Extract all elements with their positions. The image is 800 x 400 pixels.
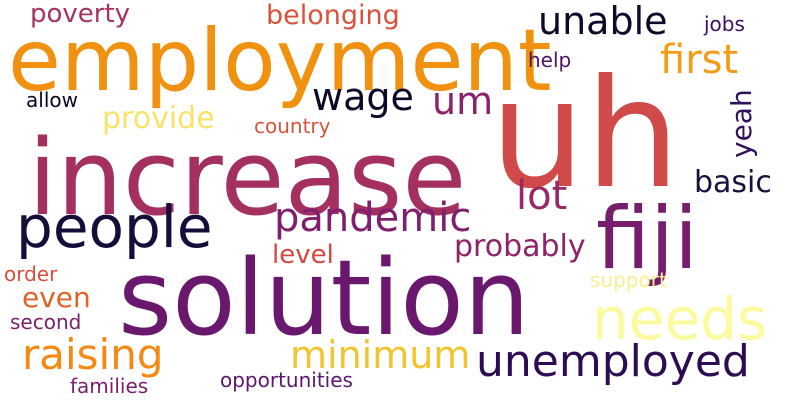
word-level: level [272, 240, 334, 270]
word-first: first [660, 37, 739, 83]
word-minimum: minimum [290, 333, 471, 377]
word-uh: uh [490, 48, 681, 222]
word-help: help [528, 48, 572, 72]
word-employment: employment [8, 11, 552, 111]
word-raising: raising [22, 330, 164, 379]
word-poverty: poverty [30, 0, 131, 29]
word-um: um [432, 79, 494, 123]
word-support: support [590, 268, 667, 292]
word-provide: provide [102, 101, 215, 136]
word-fiji: fiji [596, 189, 698, 289]
word-wage: wage [312, 75, 414, 119]
word-needs: needs [592, 285, 768, 353]
word-order: order [4, 262, 58, 286]
word-basic: basic [694, 165, 772, 200]
word-people: people [16, 193, 213, 261]
word-yeah: yeah [725, 89, 758, 158]
word-increase: increase [28, 117, 467, 239]
word-families: families [70, 374, 149, 398]
word-even: even [22, 281, 91, 314]
word-allow: allow [26, 88, 78, 112]
word-jobs: jobs [704, 12, 745, 36]
word-probably: probably [454, 229, 586, 264]
word-unemployed: unemployed [476, 336, 750, 387]
word-unable: unable [538, 0, 668, 43]
word-country: country [254, 114, 331, 138]
word-belonging: belonging [266, 0, 400, 31]
word-pandemic: pandemic [274, 195, 472, 241]
word-opportunities: opportunities [220, 368, 353, 392]
word-lot: lot [516, 173, 568, 219]
word-second: second [10, 310, 82, 334]
word-solution: solution [118, 237, 530, 359]
